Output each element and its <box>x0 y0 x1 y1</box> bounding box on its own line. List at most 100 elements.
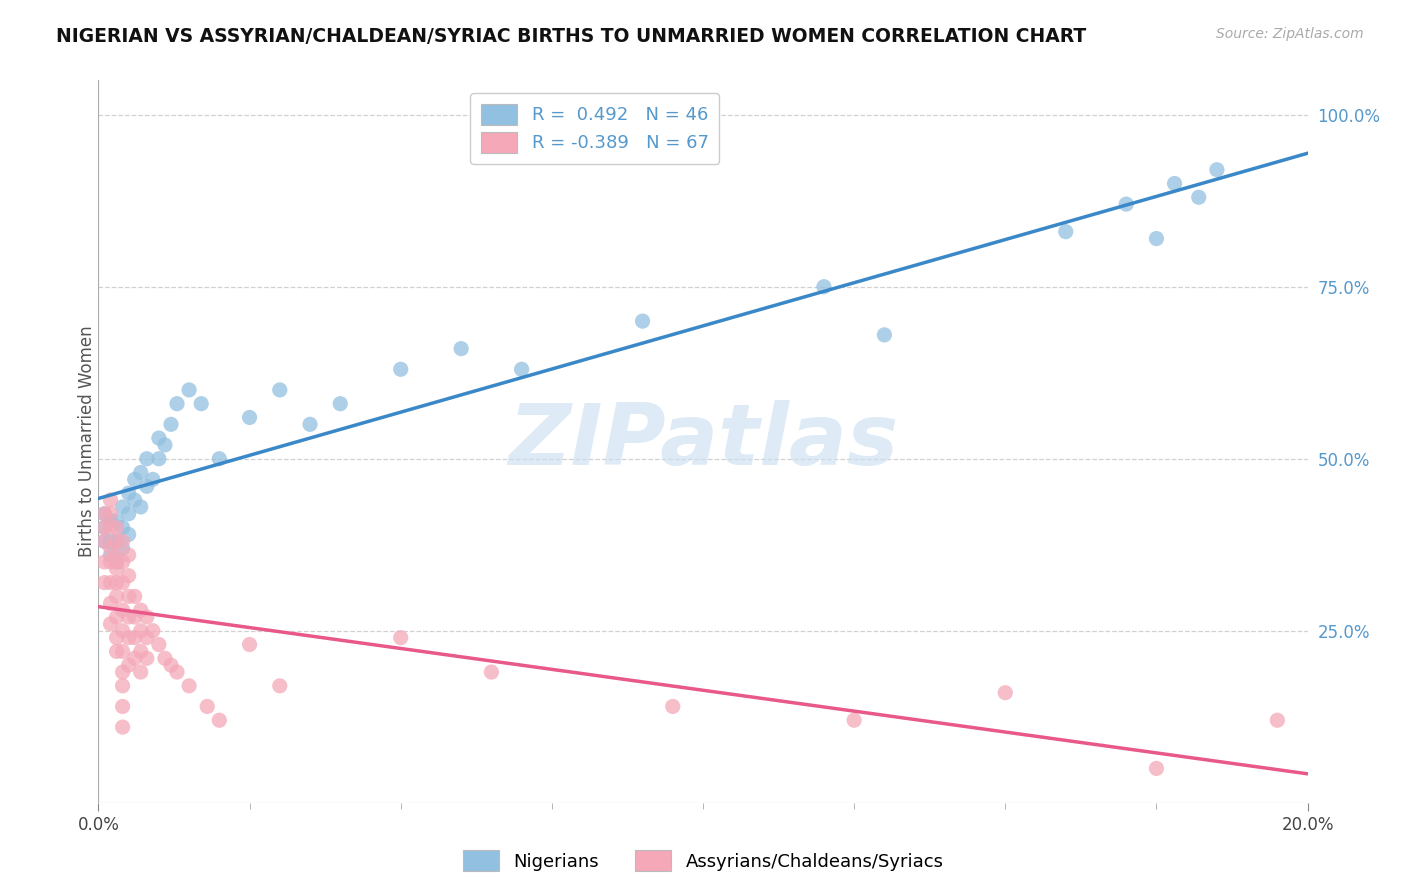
Point <box>93 575 115 590</box>
Y-axis label: Births to Unmarried Women: Births to Unmarried Women <box>79 326 96 558</box>
Point <box>118 507 141 521</box>
Point <box>813 279 835 293</box>
Point <box>631 314 654 328</box>
Point <box>135 651 157 665</box>
Point <box>1144 761 1167 775</box>
Point <box>105 534 128 549</box>
Point <box>135 610 157 624</box>
Point <box>100 616 122 631</box>
Point <box>105 575 128 590</box>
Point <box>1054 225 1077 239</box>
Point <box>269 383 291 397</box>
Point <box>105 631 128 645</box>
Point <box>93 520 115 534</box>
Point <box>160 658 183 673</box>
Point <box>135 451 157 466</box>
Point <box>93 534 115 549</box>
Point <box>1267 713 1289 727</box>
Point <box>100 514 122 528</box>
Point <box>166 397 188 411</box>
Point <box>299 417 322 432</box>
Point <box>1144 231 1167 245</box>
Point <box>100 520 122 534</box>
Point <box>105 534 128 549</box>
Point <box>208 451 231 466</box>
Point <box>118 658 141 673</box>
Point <box>111 520 134 534</box>
Point <box>105 610 128 624</box>
Point <box>100 555 122 569</box>
Point <box>111 575 134 590</box>
Legend: Nigerians, Assyrians/Chaldeans/Syriacs: Nigerians, Assyrians/Chaldeans/Syriacs <box>456 843 950 879</box>
Text: Source: ZipAtlas.com: Source: ZipAtlas.com <box>1216 27 1364 41</box>
Point <box>129 500 152 514</box>
Point <box>329 397 352 411</box>
Point <box>111 534 134 549</box>
Point <box>389 362 412 376</box>
Point <box>111 720 134 734</box>
Point <box>124 610 146 624</box>
Point <box>844 713 866 727</box>
Point <box>994 686 1017 700</box>
Point <box>124 590 146 604</box>
Point <box>124 472 146 486</box>
Point <box>100 548 122 562</box>
Point <box>118 486 141 500</box>
Point <box>105 520 128 534</box>
Text: ZIPatlas: ZIPatlas <box>508 400 898 483</box>
Point <box>100 507 122 521</box>
Point <box>111 699 134 714</box>
Point <box>111 679 134 693</box>
Point <box>129 644 152 658</box>
Point <box>100 534 122 549</box>
Point <box>100 596 122 610</box>
Point <box>100 575 122 590</box>
Point <box>1163 177 1185 191</box>
Point <box>129 665 152 679</box>
Point <box>93 507 115 521</box>
Point <box>269 679 291 693</box>
Point <box>93 520 115 534</box>
Point <box>153 651 176 665</box>
Point <box>148 638 170 652</box>
Point <box>510 362 533 376</box>
Point <box>105 555 128 569</box>
Point <box>118 548 141 562</box>
Point <box>195 699 218 714</box>
Point <box>160 417 183 432</box>
Text: NIGERIAN VS ASSYRIAN/CHALDEAN/SYRIAC BIRTHS TO UNMARRIED WOMEN CORRELATION CHART: NIGERIAN VS ASSYRIAN/CHALDEAN/SYRIAC BIR… <box>56 27 1087 45</box>
Point <box>105 548 128 562</box>
Point <box>208 713 231 727</box>
Point <box>124 651 146 665</box>
Point <box>93 534 115 549</box>
Point <box>142 624 165 638</box>
Point <box>118 568 141 582</box>
Point <box>93 555 115 569</box>
Point <box>148 431 170 445</box>
Point <box>111 541 134 556</box>
Point <box>111 500 134 514</box>
Point <box>118 631 141 645</box>
Point <box>1188 190 1211 204</box>
Point <box>450 342 472 356</box>
Point <box>190 397 212 411</box>
Point <box>179 679 201 693</box>
Point <box>124 631 146 645</box>
Point <box>111 644 134 658</box>
Point <box>129 466 152 480</box>
Point <box>129 603 152 617</box>
Point <box>111 555 134 569</box>
Point <box>389 631 412 645</box>
Point <box>105 514 128 528</box>
Point <box>1206 162 1229 177</box>
Point <box>105 644 128 658</box>
Point <box>105 555 128 569</box>
Point <box>239 410 262 425</box>
Legend: R =  0.492   N = 46, R = -0.389   N = 67: R = 0.492 N = 46, R = -0.389 N = 67 <box>470 93 720 163</box>
Point <box>148 451 170 466</box>
Point <box>239 638 262 652</box>
Point <box>105 590 128 604</box>
Point <box>105 562 128 576</box>
Point <box>142 472 165 486</box>
Point <box>100 493 122 508</box>
